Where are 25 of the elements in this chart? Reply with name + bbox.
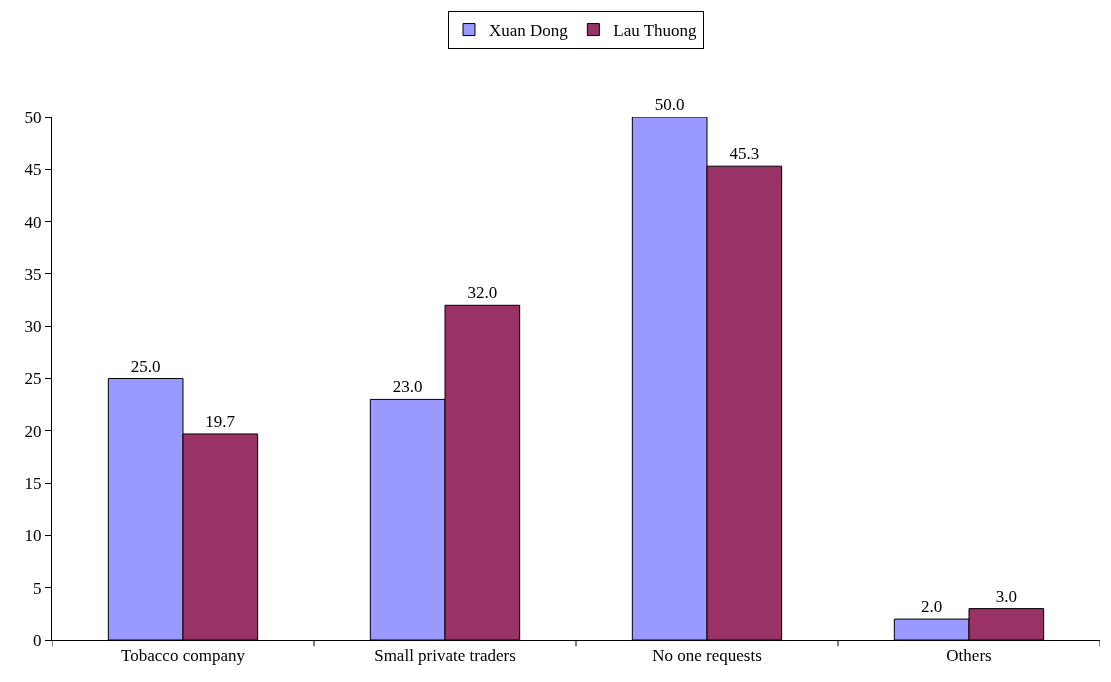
y-tick-label: 40 xyxy=(24,212,42,232)
data-label: 19.7 xyxy=(205,411,236,431)
data-label: 45.3 xyxy=(729,144,760,164)
y-tick-label: 25 xyxy=(24,369,42,389)
legend-label: Xuan Dong xyxy=(489,21,569,41)
x-tick-label: Others xyxy=(946,646,992,666)
y-tick-label: 50 xyxy=(24,107,42,127)
y-tick-label: 30 xyxy=(24,317,42,337)
data-label: 32.0 xyxy=(467,283,498,303)
y-tick-label: 10 xyxy=(24,526,42,546)
legend-label: Lau Thuong xyxy=(613,21,698,41)
y-tick-label: 45 xyxy=(24,160,42,180)
y-tick-label: 15 xyxy=(24,474,42,494)
data-label: 23.0 xyxy=(392,377,423,397)
y-tick-label: 20 xyxy=(24,421,42,441)
y-tick-label: 5 xyxy=(33,578,42,598)
data-label: 2.0 xyxy=(921,597,943,617)
y-tick-label: 35 xyxy=(24,264,42,284)
y-tick-label: 0 xyxy=(33,630,42,650)
x-tick-label: Tobacco company xyxy=(121,646,246,666)
data-label: 50.0 xyxy=(654,95,685,114)
data-label: 3.0 xyxy=(995,586,1017,606)
x-tick-label: Small private traders xyxy=(374,646,516,666)
data-label: 25.0 xyxy=(130,356,161,376)
x-tick-label: No one requests xyxy=(652,646,762,666)
